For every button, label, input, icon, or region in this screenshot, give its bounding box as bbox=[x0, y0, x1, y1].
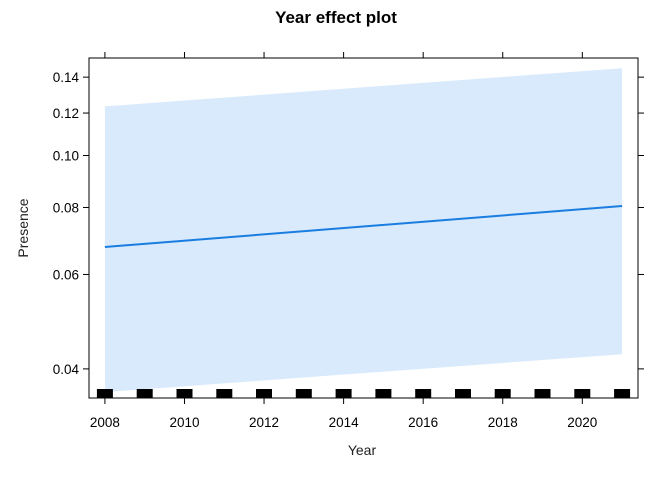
confidence-band-layer bbox=[104, 68, 623, 393]
y-tick-label: 0.10 bbox=[53, 149, 79, 164]
y-tick-label: 0.06 bbox=[53, 267, 79, 282]
rug-mark bbox=[415, 389, 432, 398]
fit-line bbox=[104, 205, 623, 248]
rug-mark bbox=[375, 389, 392, 398]
rug-mark bbox=[136, 389, 153, 398]
rug-mark bbox=[614, 389, 631, 398]
x-tick-label: 2008 bbox=[90, 415, 120, 430]
y-tick-label: 0.04 bbox=[53, 362, 80, 377]
x-axis: 2008 2010 2012 2014 2016 2018 2020 bbox=[90, 52, 597, 430]
x-axis-label: Year bbox=[348, 442, 377, 458]
rug-mark bbox=[494, 389, 511, 398]
y-axis: 0.04 0.06 0.08 0.10 0.12 0.14 bbox=[53, 70, 644, 377]
rug-mark bbox=[96, 389, 113, 398]
confidence-band bbox=[104, 68, 623, 393]
rug-mark bbox=[574, 389, 591, 398]
rug-mark bbox=[295, 389, 312, 398]
chart-title: Year effect plot bbox=[275, 8, 397, 27]
plot-frame bbox=[88, 57, 639, 399]
rug-mark bbox=[534, 389, 551, 398]
y-tick-label: 0.08 bbox=[53, 200, 79, 215]
y-tick-label: 0.12 bbox=[53, 106, 79, 121]
rug-mark bbox=[216, 389, 233, 398]
rug-layer bbox=[96, 389, 631, 398]
rug-mark bbox=[256, 389, 272, 398]
x-tick-label: 2012 bbox=[249, 415, 279, 430]
x-tick-label: 2018 bbox=[488, 415, 518, 430]
y-tick-label: 0.14 bbox=[53, 70, 80, 85]
rug-mark bbox=[455, 389, 471, 398]
x-tick-label: 2010 bbox=[169, 415, 199, 430]
rug-mark bbox=[335, 389, 352, 398]
x-tick-label: 2020 bbox=[567, 415, 597, 430]
y-axis-label: Presence bbox=[15, 198, 31, 257]
fit-line-layer bbox=[104, 205, 623, 248]
x-tick-label: 2014 bbox=[329, 415, 360, 430]
rug-mark bbox=[176, 389, 193, 398]
x-tick-label: 2016 bbox=[408, 415, 438, 430]
